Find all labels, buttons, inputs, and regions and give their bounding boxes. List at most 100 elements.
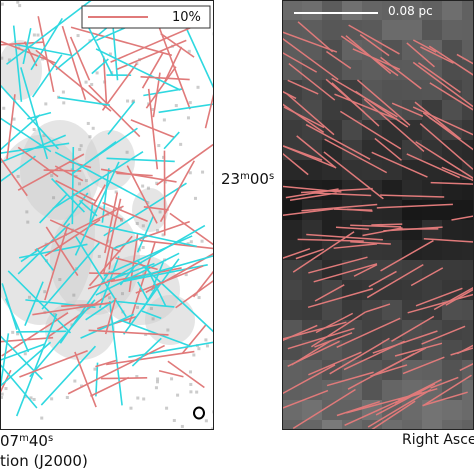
polarization-vector (145, 66, 177, 109)
noise-pixel (0, 392, 4, 396)
intensity-pixel (362, 320, 382, 340)
polarization-vector (114, 224, 206, 279)
ra-axis-label-right: Right Asce (402, 432, 474, 448)
polarization-vector (0, 336, 54, 343)
polarization-vector (307, 288, 374, 309)
noise-pixel (151, 107, 155, 111)
noise-pixel (73, 379, 77, 383)
polarization-vector (288, 62, 336, 101)
noise-pixel (189, 382, 193, 386)
intensity-pixel (342, 0, 362, 20)
polarization-vector (95, 252, 180, 296)
polarization-vector (308, 256, 368, 274)
intensity-pixel (302, 260, 322, 280)
intensity-pixel (322, 340, 342, 360)
intensity-pixel (462, 60, 474, 80)
polarization-vector (353, 264, 378, 277)
noise-pixel (84, 80, 88, 84)
polarization-vector (74, 161, 120, 256)
right-map-canvas (282, 0, 474, 430)
intensity-pixel (282, 200, 302, 220)
polarization-vector (52, 151, 144, 210)
intensity-pixel (462, 80, 474, 100)
noise-pixel (135, 305, 139, 309)
polarization-vector (117, 300, 175, 308)
noise-pixel (157, 144, 161, 148)
polarization-vector (296, 135, 337, 169)
intensity-pixel (422, 180, 442, 200)
polarization-vector (135, 265, 204, 294)
polarization-vectors-right (282, 21, 474, 430)
noise-pixel (188, 370, 192, 374)
noise-pixel (156, 380, 160, 384)
polarization-vector (336, 317, 401, 348)
noise-pixel (188, 101, 192, 105)
noise-pixel (93, 367, 97, 371)
polarization-vector (282, 324, 318, 342)
noise-pixel (44, 102, 48, 106)
intensity-pixel (382, 20, 402, 40)
noise-pixel (93, 209, 97, 213)
polarization-vector (310, 311, 367, 348)
polarization-vector (383, 226, 443, 232)
intensity-pixel (362, 0, 382, 20)
polarization-vector (54, 151, 148, 203)
polarization-vector (406, 153, 461, 179)
polarization-vector (68, 160, 92, 169)
polarization-vector (101, 168, 110, 223)
polarization-vector (159, 160, 195, 223)
intensity-pixel (302, 20, 322, 40)
intensity-pixel (442, 420, 462, 430)
noise-pixel (32, 33, 36, 37)
intensity-pixel (342, 420, 362, 430)
intensity-pixel (342, 340, 362, 360)
noise-pixel (23, 352, 27, 356)
noise-pixel (161, 233, 165, 237)
noise-pixel (210, 427, 214, 430)
polarization-vector (44, 227, 68, 301)
polarization-vector (287, 79, 319, 95)
polarization-vector (326, 50, 352, 69)
noise-pixel (41, 57, 45, 61)
polarization-vector (167, 360, 205, 389)
noise-pixel (176, 393, 180, 397)
intensity-pixel (462, 120, 474, 140)
intensity-pixel (322, 0, 342, 20)
polarization-vector (41, 242, 100, 310)
intensity-pixel (402, 20, 422, 40)
polarization-vector (156, 22, 191, 110)
left-map-canvas (0, 0, 214, 430)
noise-pixel (65, 395, 69, 399)
polarization-vector (367, 388, 432, 428)
polarization-vector (325, 78, 365, 113)
polarization-vector (421, 325, 466, 345)
polarization-vector (106, 350, 195, 366)
polarization-vector (31, 54, 63, 98)
polarization-vector (422, 374, 472, 407)
intensity-pixel (422, 200, 442, 220)
polarization-vector (301, 187, 373, 194)
noise-pixel (0, 2, 4, 6)
intensity-pixel (302, 100, 322, 120)
polarization-vector (95, 48, 181, 91)
polarization-vector (306, 233, 383, 241)
intensity-pixel (342, 20, 362, 40)
polarization-vector (301, 203, 378, 212)
polarization-vector (305, 123, 371, 160)
polarization-vector (123, 254, 214, 282)
intensity-pixel-grid (282, 0, 474, 430)
intensity-pixel (302, 400, 322, 420)
polarization-vector (83, 19, 114, 77)
noise-pixel (135, 62, 139, 66)
beam-ellipse-icon (193, 406, 205, 420)
intensity-pixel (422, 160, 442, 180)
intensity-pixel (422, 280, 442, 300)
polarization-vector (339, 110, 402, 150)
polarization-vector (44, 218, 101, 257)
intensity-pixel (382, 200, 402, 220)
intensity-pixel (342, 60, 362, 80)
polarization-vector (70, 26, 173, 57)
polarization-vector (78, 199, 98, 217)
polarization-vector (0, 341, 52, 388)
noise-pixel (197, 296, 201, 300)
